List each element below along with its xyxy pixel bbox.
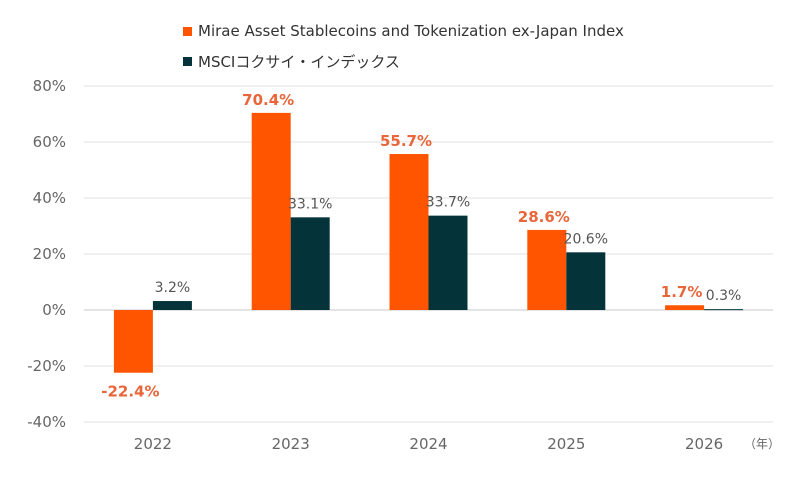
bar-mirae [527,229,567,310]
bar-mirae [665,305,705,310]
data-label-msci: 0.3% [706,288,742,304]
x-tick-label: 2022 [134,435,172,453]
data-label-mirae: 55.7% [380,132,432,150]
data-label-mirae: 70.4% [242,91,294,109]
bar-msci [428,215,468,310]
data-label-msci: 33.1% [288,196,332,212]
data-label-mirae: 1.7% [661,283,703,301]
bar-msci [152,301,192,310]
y-tick-label: 60% [33,133,66,151]
bar-msci [566,252,606,310]
y-tick-label: 40% [33,189,66,207]
x-tick-label: 2023 [272,435,310,453]
data-label-mirae: -22.4% [101,383,159,401]
x-tick-label: 2024 [409,435,447,453]
bar-mirae [251,112,291,310]
data-label-msci: 20.6% [564,231,608,247]
legend-label-msci: MSCIコクサイ・インデックス [198,53,400,71]
bar-mirae [389,154,429,310]
data-label-msci: 33.7% [426,195,470,211]
legend-swatch-mirae [183,26,192,36]
legend-item-msci: MSCIコクサイ・インデックス [183,51,400,72]
x-tick-label: 2026 [685,435,723,453]
y-tick-label: 80% [33,77,66,95]
bar-msci [290,217,330,310]
y-tick-label: -40% [27,413,66,431]
y-tick-label: 20% [33,245,66,263]
data-label-msci: 3.2% [155,280,191,296]
bar-mirae [113,310,153,373]
x-unit-label: （年） [744,437,780,451]
bar-msci [704,309,744,311]
legend-label-mirae: Mirae Asset Stablecoins and Tokenization… [198,22,624,40]
legend-swatch-msci [183,57,192,66]
y-tick-label: 0% [42,301,66,319]
legend-item-mirae: Mirae Asset Stablecoins and Tokenization… [183,22,624,40]
x-tick-label: 2025 [547,435,585,453]
data-label-mirae: 28.6% [518,208,570,226]
y-tick-label: -20% [27,357,66,375]
